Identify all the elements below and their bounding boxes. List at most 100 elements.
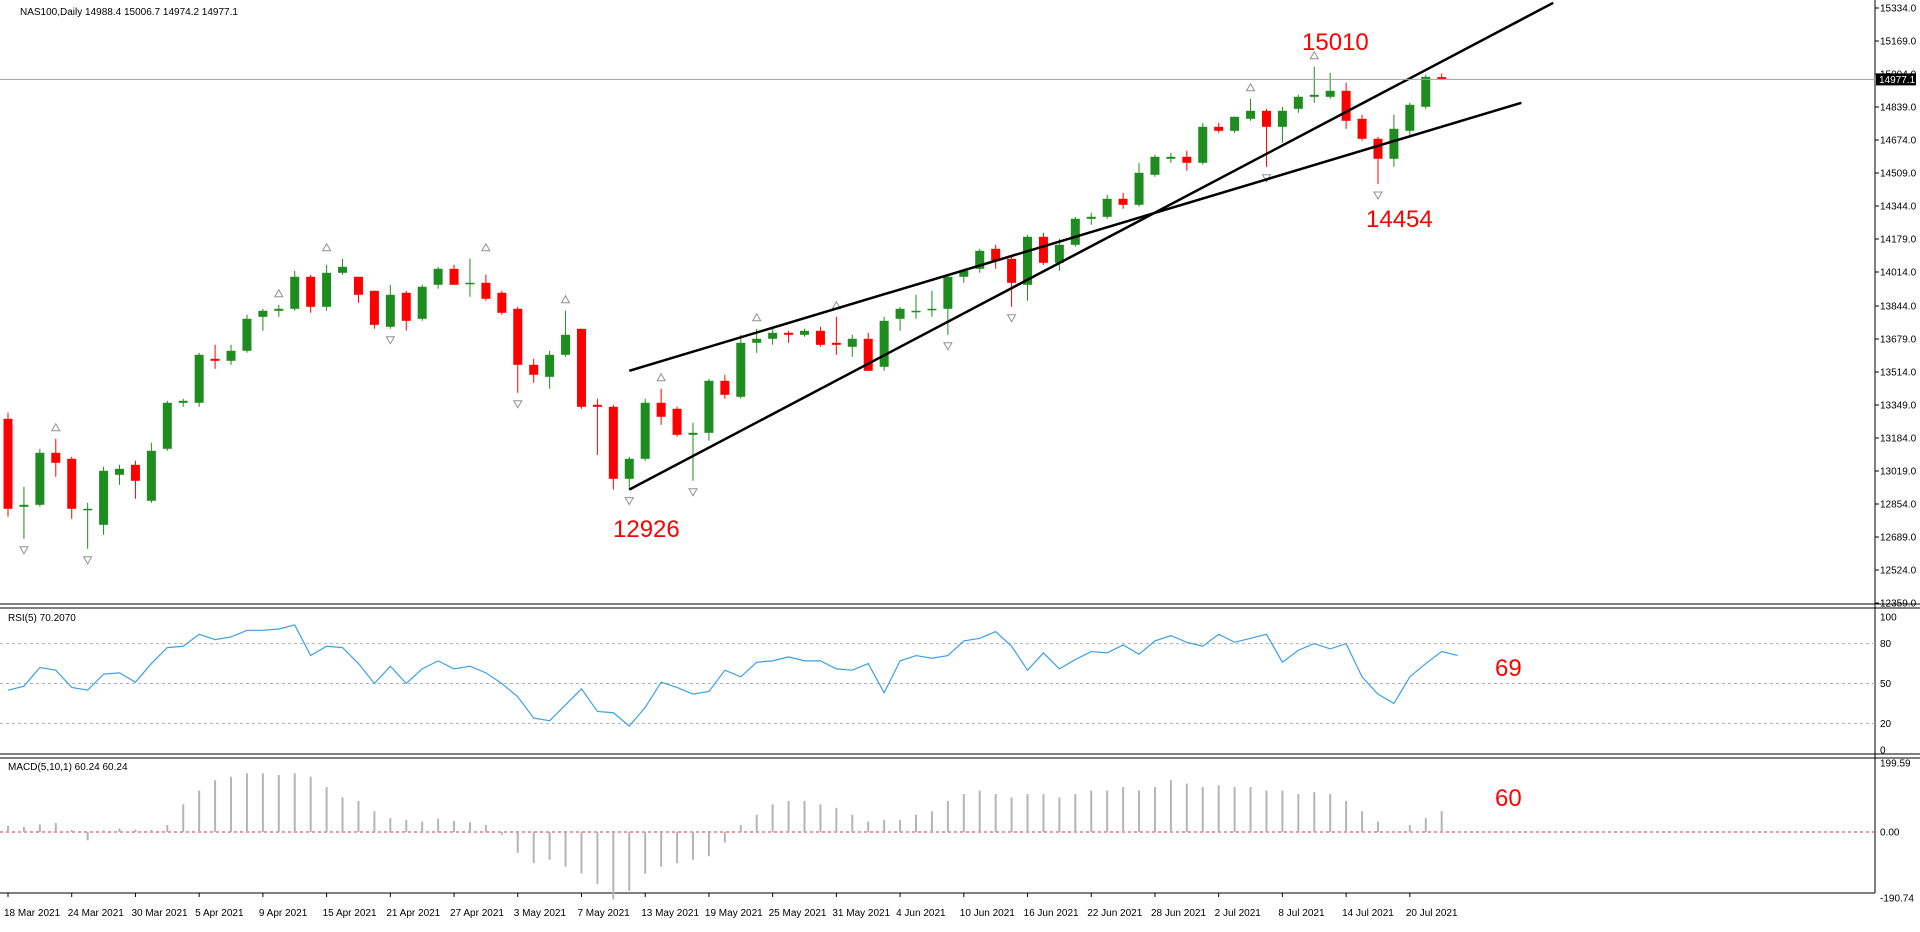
annotation-low-12926: 12926 xyxy=(613,516,680,543)
fractal-down-marker xyxy=(624,497,635,506)
candle xyxy=(465,258,475,297)
candle-body xyxy=(1054,244,1064,263)
annotation-high-15010: 15010 xyxy=(1302,29,1369,56)
candle xyxy=(146,442,156,503)
rsi-annotation: 69 xyxy=(1495,655,1522,682)
candle xyxy=(433,266,443,289)
fractal-down-marker xyxy=(82,556,93,565)
candle-body xyxy=(831,342,841,345)
candle xyxy=(338,258,348,275)
candle-body xyxy=(19,504,29,507)
date-tick-label: 3 May 2021 xyxy=(514,908,567,919)
candle xyxy=(1118,192,1128,209)
rsi-header: RSI(5) 70.2070 xyxy=(8,613,76,624)
candle xyxy=(1198,122,1208,165)
date-tick-label: 5 Apr 2021 xyxy=(195,908,244,919)
candle xyxy=(385,284,395,329)
date-tick-label: 15 Apr 2021 xyxy=(323,908,377,919)
candle-body xyxy=(210,358,220,361)
candle-body xyxy=(927,308,937,311)
candle-body xyxy=(194,354,204,403)
price-tick-label: 14014.0 xyxy=(1880,268,1917,279)
candle xyxy=(369,290,379,329)
candle xyxy=(943,274,953,335)
candle xyxy=(608,404,618,490)
candle-body xyxy=(162,402,172,449)
candle-body xyxy=(465,282,475,285)
price-tick-label: 14179.0 xyxy=(1880,235,1917,246)
candle-body xyxy=(815,330,825,345)
date-tick-label: 21 Apr 2021 xyxy=(386,908,440,919)
channel-lower-line[interactable] xyxy=(628,101,1522,372)
candle xyxy=(481,274,491,301)
candle xyxy=(991,244,1001,269)
candle xyxy=(720,374,730,399)
candle-body xyxy=(481,282,491,299)
candle xyxy=(1102,194,1112,219)
trend-channel[interactable] xyxy=(628,1,1554,491)
candle xyxy=(19,486,29,539)
candle-body xyxy=(1150,156,1160,175)
candle-body xyxy=(943,276,953,309)
candle-body xyxy=(784,332,794,335)
candle-body xyxy=(1421,76,1431,107)
candle xyxy=(1261,108,1271,167)
date-tick-label: 28 Jun 2021 xyxy=(1151,908,1206,919)
candle-body xyxy=(975,250,985,269)
candle-body xyxy=(178,400,188,403)
price-tick-label: 13679.0 xyxy=(1880,335,1917,346)
candle xyxy=(210,344,220,369)
candle xyxy=(1309,66,1319,103)
candle-body xyxy=(322,272,332,307)
date-tick-label: 14 Jul 2021 xyxy=(1342,908,1394,919)
candle xyxy=(975,248,985,273)
fractal-down-marker xyxy=(688,488,698,497)
candle xyxy=(35,448,45,507)
fractal-down-marker xyxy=(1006,314,1017,323)
fractal-up-marker xyxy=(656,372,666,382)
candle xyxy=(353,276,363,303)
price-tick-label: 14509.0 xyxy=(1880,169,1917,180)
candle-body xyxy=(35,452,45,505)
candle-body xyxy=(624,458,634,479)
candle-body xyxy=(1325,90,1335,97)
candle-body xyxy=(1214,126,1224,131)
rsi-axis-label: 80 xyxy=(1880,639,1892,650)
candle-body xyxy=(1277,110,1287,127)
fractal-down-marker xyxy=(385,336,396,345)
price-tick-label: 14839.0 xyxy=(1880,103,1917,114)
candle xyxy=(831,316,841,355)
candle xyxy=(847,334,857,357)
candle-body xyxy=(146,450,156,501)
fractal-down-marker xyxy=(1373,191,1383,201)
candle-body xyxy=(338,266,348,273)
candle xyxy=(1054,238,1064,271)
candle xyxy=(306,274,316,313)
price-tick-label: 14674.0 xyxy=(1880,136,1917,147)
candle-body xyxy=(115,468,125,475)
candle-body xyxy=(1166,156,1176,159)
current-price-tag xyxy=(1876,73,1916,86)
channel-upper-line[interactable] xyxy=(628,1,1554,491)
candle xyxy=(513,306,523,393)
candle-body xyxy=(417,286,427,319)
candle-body xyxy=(51,452,61,463)
candle-body xyxy=(561,334,571,355)
candle xyxy=(1134,162,1144,207)
candle-body xyxy=(576,328,586,407)
candle-body xyxy=(911,310,921,313)
candle xyxy=(322,264,332,311)
candle xyxy=(1421,74,1431,109)
candle xyxy=(1437,73,1447,80)
price-tick-label: 12689.0 xyxy=(1880,533,1917,544)
price-tick-label: 13019.0 xyxy=(1880,467,1917,478)
candle-body xyxy=(720,380,730,395)
candle-body xyxy=(656,402,666,417)
candle xyxy=(242,314,252,353)
candle-body xyxy=(274,308,284,311)
candle xyxy=(115,464,125,485)
candle-body xyxy=(369,290,379,325)
candle xyxy=(1150,154,1160,177)
